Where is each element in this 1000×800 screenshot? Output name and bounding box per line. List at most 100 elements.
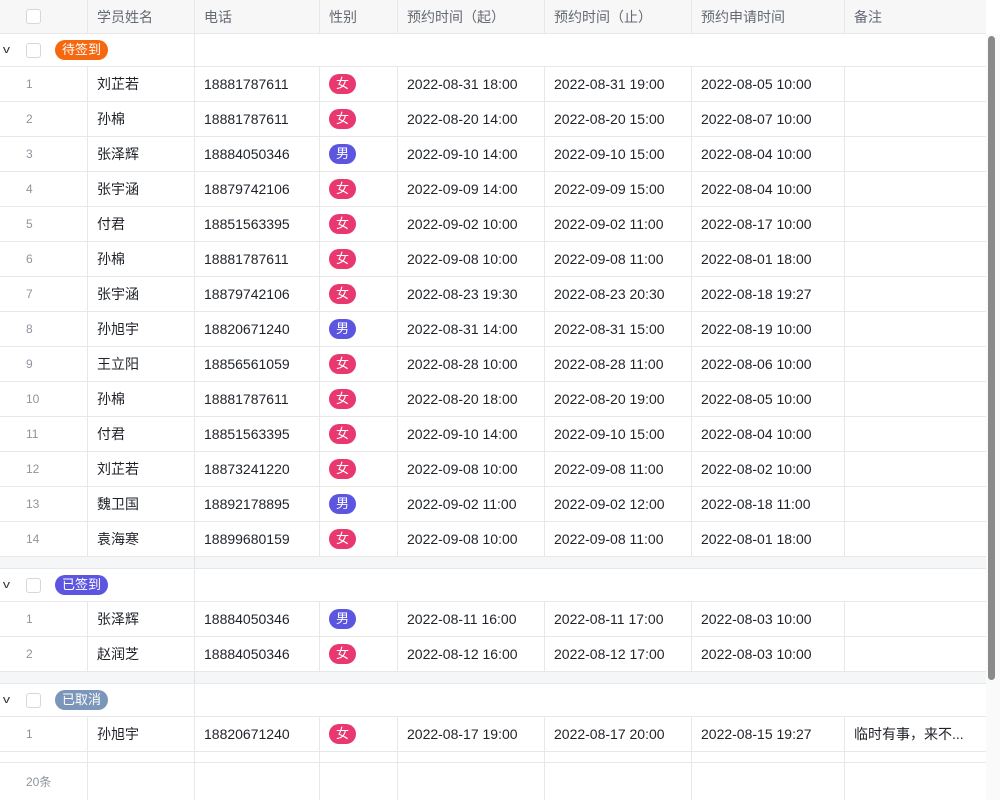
col-header-name[interactable]: 学员姓名 bbox=[88, 0, 195, 33]
end-time-cell: 2022-08-23 20:30 bbox=[545, 277, 692, 311]
table-row[interactable]: 2 孙棉 18881787611 女 2022-08-20 14:00 2022-08-2… bbox=[0, 102, 986, 137]
table-row[interactable]: 12 刘芷若 18873241220 女 2022-09-08 10:00 2022-09… bbox=[0, 452, 986, 487]
phone-cell: 18881787611 bbox=[195, 382, 320, 416]
gender-badge: 女 bbox=[329, 389, 357, 409]
gender-badge: 女 bbox=[329, 354, 357, 374]
col-header-gender[interactable]: 性别 bbox=[320, 0, 398, 33]
group-checkbox[interactable] bbox=[26, 577, 41, 593]
row-index-cell: 1 bbox=[0, 67, 88, 101]
table-row[interactable]: 7 张宇涵 18879742106 女 2022-08-23 19:30 2022-08-… bbox=[0, 277, 986, 312]
row-index-cell: 8 bbox=[0, 312, 88, 346]
gender-badge: 女 bbox=[329, 74, 357, 94]
note-cell bbox=[845, 522, 986, 556]
table-row[interactable]: 6 孙棉 18881787611 女 2022-09-08 10:00 2022-09-0… bbox=[0, 242, 986, 277]
chevron-down-icon[interactable]: v bbox=[2, 579, 11, 591]
cell bbox=[195, 752, 320, 762]
end-time-cell: 2022-09-08 11:00 bbox=[545, 522, 692, 556]
table-row[interactable]: 8 孙旭宇 18820671240 男 2022-08-31 14:00 2022-08-… bbox=[0, 312, 986, 347]
table-row[interactable]: 9 王立阳 18856561059 女 2022-08-28 10:00 2022-08-… bbox=[0, 347, 986, 382]
table-row[interactable]: 3 张泽辉 18884050346 男 2022-09-10 14:00 2022-09-… bbox=[0, 137, 986, 172]
gender-cell: 女 bbox=[320, 172, 398, 206]
group-spacer bbox=[0, 557, 986, 569]
phone-cell: 18892178895 bbox=[195, 487, 320, 521]
group-status-badge: 已签到 bbox=[55, 575, 109, 595]
student-name-cell: 孙旭宇 bbox=[88, 717, 195, 751]
gender-badge: 女 bbox=[329, 529, 357, 549]
gender-cell: 女 bbox=[320, 67, 398, 101]
start-time-cell: 2022-08-20 14:00 bbox=[398, 102, 545, 136]
col-header-phone[interactable]: 电话 bbox=[195, 0, 320, 33]
chevron-down-icon[interactable]: v bbox=[2, 44, 11, 56]
applied-time-cell: 2022-08-18 19:27 bbox=[692, 277, 845, 311]
table-row[interactable]: 10 孙棉 18881787611 女 2022-08-20 18:00 2022-08-… bbox=[0, 382, 986, 417]
applied-time-cell: 2022-08-15 19:27 bbox=[692, 717, 845, 751]
phone-cell: 18873241220 bbox=[195, 452, 320, 486]
gender-cell: 女 bbox=[320, 417, 398, 451]
table-row[interactable]: 14 袁海寒 18899680159 女 2022-09-08 10:00 2022-09… bbox=[0, 522, 986, 557]
gender-badge: 女 bbox=[329, 459, 357, 479]
chevron-down-icon[interactable]: v bbox=[2, 694, 11, 706]
end-time-cell: 2022-09-09 15:00 bbox=[545, 172, 692, 206]
start-time-cell: 2022-08-11 16:00 bbox=[398, 602, 545, 636]
gender-cell: 女 bbox=[320, 522, 398, 556]
table-row[interactable]: 4 张宇涵 18879742106 女 2022-09-09 14:00 2022-09-… bbox=[0, 172, 986, 207]
start-time-cell: 2022-09-08 10:00 bbox=[398, 452, 545, 486]
gender-badge: 女 bbox=[329, 724, 357, 744]
gender-badge: 女 bbox=[329, 424, 357, 444]
end-time-cell: 2022-08-11 17:00 bbox=[545, 602, 692, 636]
col-header-note[interactable]: 备注 bbox=[854, 8, 882, 25]
group-spacer bbox=[0, 672, 986, 684]
col-header-start[interactable]: 预约时间（起） bbox=[398, 0, 545, 33]
row-index-cell: 12 bbox=[0, 452, 88, 486]
table-row[interactable]: 1 刘芷若 18881787611 女 2022-08-31 18:00 2022-08-… bbox=[0, 67, 986, 102]
gender-badge: 女 bbox=[329, 109, 357, 129]
gender-badge: 男 bbox=[329, 609, 357, 629]
gender-badge: 女 bbox=[329, 644, 357, 664]
group-header: v 已取消 bbox=[0, 684, 986, 717]
start-time-cell: 2022-08-23 19:30 bbox=[398, 277, 545, 311]
start-time-cell: 2022-08-20 18:00 bbox=[398, 382, 545, 416]
gender-cell: 女 bbox=[320, 277, 398, 311]
applied-time-cell: 2022-08-03 10:00 bbox=[692, 602, 845, 636]
applied-time-cell: 2022-08-05 10:00 bbox=[692, 382, 845, 416]
phone-cell: 18879742106 bbox=[195, 277, 320, 311]
row-index-cell: 7 bbox=[0, 277, 88, 311]
row-index-cell: 14 bbox=[0, 522, 88, 556]
gender-cell: 男 bbox=[320, 312, 398, 346]
row-index-cell: 4 bbox=[0, 172, 88, 206]
row-index-cell: 2 bbox=[0, 637, 88, 671]
group-checkbox[interactable] bbox=[26, 692, 41, 708]
cell bbox=[692, 752, 845, 762]
start-time-cell: 2022-09-02 11:00 bbox=[398, 487, 545, 521]
end-time-cell: 2022-08-20 15:00 bbox=[545, 102, 692, 136]
end-time-cell: 2022-08-20 19:00 bbox=[545, 382, 692, 416]
student-name-cell: 张泽辉 bbox=[88, 602, 195, 636]
note-cell bbox=[845, 312, 986, 346]
student-name-cell: 孙棉 bbox=[88, 382, 195, 416]
table-row[interactable]: 11 付君 18851563395 女 2022-09-10 14:00 2022-09-… bbox=[0, 417, 986, 452]
table-row[interactable]: 13 魏卫国 18892178895 男 2022-09-02 11:00 2022-09… bbox=[0, 487, 986, 522]
table-row[interactable]: 2 赵润芝 18884050346 女 2022-08-12 16:00 2022-08-… bbox=[0, 637, 986, 672]
table-row-partial[interactable] bbox=[0, 752, 986, 762]
note-cell bbox=[845, 102, 986, 136]
select-all-checkbox[interactable] bbox=[26, 9, 41, 24]
footer-row: 20条 bbox=[0, 762, 986, 800]
table-row[interactable]: 1 张泽辉 18884050346 男 2022-08-11 16:00 2022-08-… bbox=[0, 602, 986, 637]
phone-cell: 18856561059 bbox=[195, 347, 320, 381]
gender-cell: 女 bbox=[320, 242, 398, 276]
group-checkbox[interactable] bbox=[26, 42, 41, 58]
table-row[interactable]: 5 付君 18851563395 女 2022-09-02 10:00 2022-09-0… bbox=[0, 207, 986, 242]
row-index-cell: 5 bbox=[0, 207, 88, 241]
phone-cell: 18884050346 bbox=[195, 602, 320, 636]
note-cell bbox=[845, 137, 986, 171]
scrollbar-thumb[interactable] bbox=[988, 36, 995, 680]
note-cell bbox=[845, 242, 986, 276]
col-header-applied[interactable]: 预约申请时间 bbox=[692, 0, 845, 33]
col-header-end[interactable]: 预约时间（止） bbox=[545, 0, 692, 33]
start-time-cell: 2022-08-31 14:00 bbox=[398, 312, 545, 346]
applied-time-cell: 2022-08-02 10:00 bbox=[692, 452, 845, 486]
table-row[interactable]: 1 孙旭宇 18820671240 女 2022-08-17 19:00 2022-08-… bbox=[0, 717, 986, 752]
vertical-scrollbar[interactable] bbox=[986, 34, 1000, 800]
phone-cell: 18899680159 bbox=[195, 522, 320, 556]
cell bbox=[0, 752, 88, 762]
